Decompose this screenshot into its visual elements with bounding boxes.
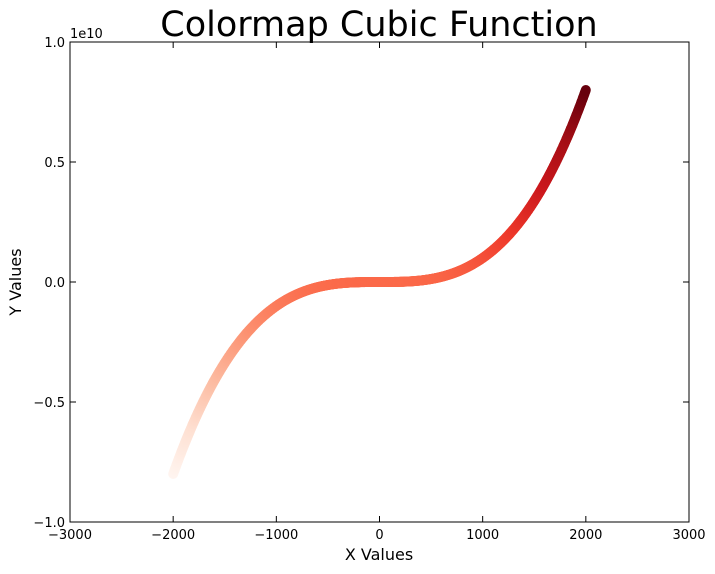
x-tick-label: −2000: [151, 528, 195, 543]
x-tick-label: −3000: [48, 528, 92, 543]
x-axis-ticks: −3000 −2000 −1000 0 1000 2000 3000: [48, 42, 706, 543]
x-tick-label: 3000: [672, 528, 705, 543]
x-tick-label: −1000: [254, 528, 298, 543]
y-tick-label: −0.5: [33, 396, 65, 411]
scatter-point: [580, 85, 591, 95]
y-offset-label: 1e10: [70, 27, 103, 42]
x-axis-label: X Values: [345, 545, 413, 564]
y-tick-label: 0.5: [44, 156, 65, 171]
x-tick-label: 0: [375, 528, 383, 543]
y-axis-ticks: −1.0 −0.5 0.0 0.5 1.0: [33, 36, 689, 531]
scatter-points: [168, 85, 591, 479]
y-axis-label: Y Values: [6, 248, 25, 316]
y-tick-label: 0.0: [44, 276, 65, 291]
y-tick-label: 1.0: [44, 36, 65, 51]
chart-title: Colormap Cubic Function: [160, 5, 597, 45]
x-tick-label: 1000: [466, 528, 499, 543]
x-tick-label: 2000: [569, 528, 602, 543]
y-tick-label: −1.0: [33, 516, 65, 531]
